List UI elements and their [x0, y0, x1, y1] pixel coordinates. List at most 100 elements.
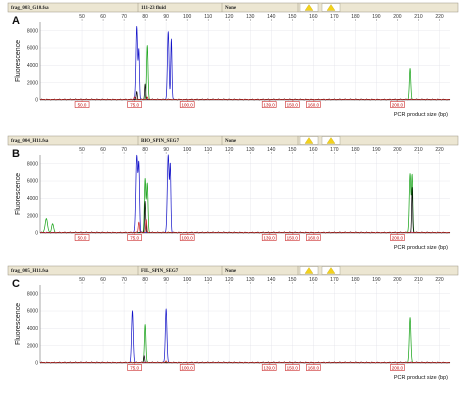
panel-b: frag_004_H11.fsa BIO_SPIN_SEG7 None B 50 60 70… [7, 135, 459, 251]
x-tick-label: 120 [225, 147, 234, 153]
size-standard-label: 100.0 [179, 363, 195, 371]
size-standard-label: 150.0 [285, 233, 300, 241]
y-axis-label: Fluorescence [15, 40, 22, 82]
y-tick-label: 8000 [27, 161, 38, 167]
x-tick-label: 210 [414, 277, 423, 283]
x-tick-label: 80 [142, 14, 148, 20]
x-tick-label: 80 [142, 277, 148, 283]
y-tick-label: 2000 [27, 213, 38, 219]
x-tick-label: 60 [100, 14, 106, 20]
x-tick-label: 200 [393, 147, 402, 153]
x-tick-label: 210 [414, 147, 423, 153]
x-tick-label: 70 [121, 147, 127, 153]
panel-header: frag_003_G10.fsa 111-23 fluid None [7, 2, 459, 13]
series-trace [39, 25, 451, 101]
size-label-text: 200.0 [392, 235, 404, 240]
x-tick-label: 190 [372, 14, 381, 20]
header-status: None [225, 6, 237, 11]
panel-letter: A [12, 15, 20, 27]
x-tick-label: 120 [225, 277, 234, 283]
panel-c: frag_005_H11.fsa FIL_SPIN_SEG7 None C 50 60 70… [7, 265, 459, 381]
x-tick-label: 140 [267, 14, 276, 20]
size-label-text: 50.0 [78, 102, 87, 107]
x-tick-label: 190 [372, 277, 381, 283]
size-label-text: 139.0 [264, 102, 276, 107]
x-tick-label: 140 [267, 147, 276, 153]
x-tick-label: 150 [288, 277, 297, 283]
series-trace [39, 96, 451, 101]
x-tick-label: 160 [309, 147, 318, 153]
panel-header: frag_005_H11.fsa FIL_SPIN_SEG7 None [7, 265, 459, 276]
warning-icon [304, 137, 314, 144]
x-tick-label: 100 [183, 147, 192, 153]
x-tick-label: 150 [288, 14, 297, 20]
size-label-text: 75.0 [130, 235, 139, 240]
y-tick-label: 0 [35, 231, 38, 237]
size-label-text: 160.0 [308, 365, 320, 370]
x-tick-label: 200 [393, 14, 402, 20]
header-file-name: frag_003_G10.fsa [11, 6, 49, 11]
size-standard-label: 200.0 [390, 233, 405, 241]
size-standard-label: 139.0 [261, 100, 277, 108]
size-standard-label: 160.0 [306, 100, 321, 108]
header-file-name: frag_005_H11.fsa [11, 269, 49, 274]
x-tick-label: 90 [163, 14, 169, 20]
panel-letter: B [12, 148, 20, 160]
series-trace [39, 45, 451, 101]
series-trace [39, 173, 451, 234]
x-tick-label: 210 [414, 14, 423, 20]
x-tick-label: 180 [351, 147, 360, 153]
x-tick-label: 110 [204, 14, 212, 20]
series-trace [39, 360, 451, 364]
y-tick-label: 4000 [27, 326, 38, 332]
size-standard-label: 160.0 [306, 363, 321, 371]
panel-a: frag_003_G10.fsa 111-23 fluid None A 50 60 70 8… [7, 2, 459, 118]
series-trace [39, 154, 451, 234]
y-tick-label: 8000 [27, 28, 38, 34]
size-label-text: 50.0 [78, 235, 87, 240]
x-tick-label: 80 [142, 147, 148, 153]
x-tick-label: 50 [79, 14, 85, 20]
x-tick-label: 70 [121, 14, 127, 20]
size-standard-label: 75.0 [127, 100, 142, 108]
x-axis-label: PCR product size (bp) [394, 375, 448, 381]
x-axis-label: PCR product size (bp) [394, 112, 448, 118]
x-tick-label: 140 [267, 277, 276, 283]
y-tick-label: 8000 [27, 291, 38, 297]
header-bar [7, 135, 459, 146]
size-standard-label: 139.0 [261, 363, 277, 371]
size-label-text: 100.0 [182, 102, 194, 107]
x-tick-label: 90 [163, 147, 169, 153]
y-tick-label: 0 [35, 98, 38, 104]
header-file-name: frag_004_H11.fsa [11, 139, 49, 144]
x-tick-label: 130 [246, 277, 255, 283]
series-trace [39, 355, 451, 364]
series-trace [39, 308, 451, 364]
y-tick-label: 6000 [27, 46, 38, 52]
y-tick-label: 0 [35, 361, 38, 367]
header-sample-name: FIL_SPIN_SEG7 [141, 269, 179, 274]
x-axis-label: PCR product size (bp) [394, 245, 448, 251]
size-label-text: 75.0 [130, 365, 139, 370]
size-standard-label: 200.0 [390, 363, 405, 371]
series-trace [39, 187, 451, 234]
x-tick-label: 170 [330, 147, 339, 153]
warning-icon [326, 267, 336, 274]
y-axis-label: Fluorescence [15, 173, 22, 215]
size-label-text: 75.0 [130, 102, 139, 107]
size-label-text: 150.0 [287, 365, 299, 370]
y-tick-label: 4000 [27, 196, 38, 202]
header-sample-name: 111-23 fluid [141, 6, 166, 11]
panel-letter: C [12, 278, 20, 290]
y-axis-label: Fluorescence [15, 303, 22, 345]
size-label-text: 160.0 [308, 102, 320, 107]
size-label-text: 200.0 [392, 102, 404, 107]
y-tick-label: 2000 [27, 80, 38, 86]
x-tick-label: 90 [163, 277, 169, 283]
header-bar [7, 265, 459, 276]
y-tick-label: 6000 [27, 179, 38, 185]
panel-header: frag_004_H11.fsa BIO_SPIN_SEG7 None [7, 135, 459, 146]
x-tick-label: 130 [246, 14, 255, 20]
x-tick-label: 170 [330, 14, 339, 20]
